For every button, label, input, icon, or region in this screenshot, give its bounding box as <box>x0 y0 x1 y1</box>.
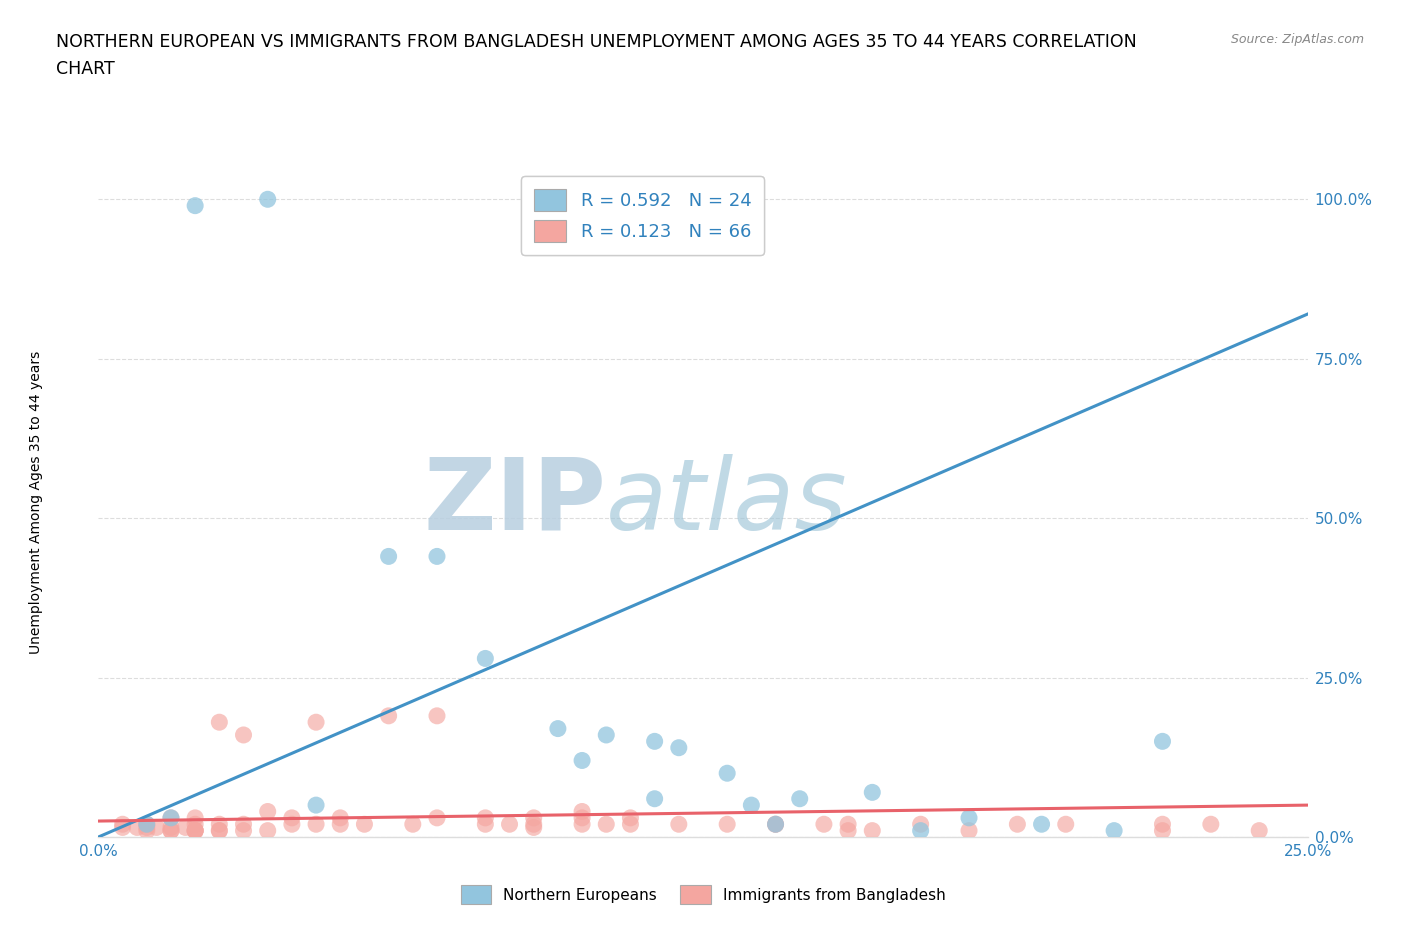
Point <box>571 810 593 825</box>
Point <box>305 798 328 813</box>
Point <box>111 820 134 835</box>
Point <box>1031 817 1053 831</box>
Point <box>1152 823 1174 838</box>
Point <box>184 823 207 838</box>
Point <box>474 651 496 666</box>
Point <box>1102 823 1125 838</box>
Point <box>208 823 231 838</box>
Point <box>571 753 593 768</box>
Point <box>377 709 399 724</box>
Point <box>256 804 278 819</box>
Point <box>281 810 304 825</box>
Point <box>523 810 546 825</box>
Point <box>523 817 546 831</box>
Point <box>860 785 883 800</box>
Point <box>184 823 207 838</box>
Point <box>765 817 787 831</box>
Point <box>716 765 738 780</box>
Point <box>160 810 183 825</box>
Point <box>1152 817 1174 831</box>
Point <box>644 734 666 749</box>
Point <box>329 817 352 831</box>
Point <box>571 817 593 831</box>
Legend: R = 0.592   N = 24, R = 0.123   N = 66: R = 0.592 N = 24, R = 0.123 N = 66 <box>522 177 763 255</box>
Point <box>523 820 546 835</box>
Point <box>232 727 254 742</box>
Point <box>329 810 352 825</box>
Point <box>184 823 207 838</box>
Text: NORTHERN EUROPEAN VS IMMIGRANTS FROM BANGLADESH UNEMPLOYMENT AMONG AGES 35 TO 44: NORTHERN EUROPEAN VS IMMIGRANTS FROM BAN… <box>56 33 1137 50</box>
Point <box>208 715 231 730</box>
Point <box>160 810 183 825</box>
Point <box>813 817 835 831</box>
Point <box>377 549 399 564</box>
Point <box>595 817 617 831</box>
Point <box>765 817 787 831</box>
Point <box>498 817 520 831</box>
Point <box>353 817 375 831</box>
Point <box>135 823 157 838</box>
Point <box>305 817 328 831</box>
Point <box>256 192 278 206</box>
Point <box>668 740 690 755</box>
Point <box>1152 734 1174 749</box>
Point <box>281 817 304 831</box>
Point <box>256 823 278 838</box>
Y-axis label: Unemployment Among Ages 35 to 44 years: Unemployment Among Ages 35 to 44 years <box>30 351 42 654</box>
Point <box>160 823 183 838</box>
Point <box>305 715 328 730</box>
Point <box>426 810 449 825</box>
Point <box>716 817 738 831</box>
Text: CHART: CHART <box>56 60 115 78</box>
Text: ZIP: ZIP <box>423 454 606 551</box>
Point <box>232 817 254 831</box>
Point <box>135 817 157 831</box>
Text: atlas: atlas <box>606 454 848 551</box>
Point <box>184 817 207 831</box>
Point <box>426 549 449 564</box>
Point <box>910 823 932 838</box>
Point <box>184 810 207 825</box>
Point <box>127 820 149 835</box>
Point <box>1054 817 1077 831</box>
Point <box>160 820 183 835</box>
Point <box>135 817 157 831</box>
Point <box>135 820 157 835</box>
Point <box>232 823 254 838</box>
Point <box>184 823 207 838</box>
Point <box>426 709 449 724</box>
Point <box>668 817 690 831</box>
Point <box>1007 817 1029 831</box>
Point <box>208 823 231 838</box>
Point <box>789 791 811 806</box>
Point <box>910 817 932 831</box>
Point <box>402 817 425 831</box>
Point <box>184 198 207 213</box>
Point <box>208 817 231 831</box>
Point <box>571 804 593 819</box>
Point <box>860 823 883 838</box>
Point <box>837 817 859 831</box>
Point <box>160 823 183 838</box>
Point <box>111 817 134 831</box>
Point <box>957 823 980 838</box>
Point <box>547 721 569 736</box>
Point <box>957 810 980 825</box>
Point <box>644 791 666 806</box>
Point <box>740 798 762 813</box>
Point <box>619 810 641 825</box>
Legend: Northern Europeans, Immigrants from Bangladesh: Northern Europeans, Immigrants from Bang… <box>451 876 955 913</box>
Point <box>619 817 641 831</box>
Point <box>765 817 787 831</box>
Point <box>837 823 859 838</box>
Point <box>595 727 617 742</box>
Point <box>1199 817 1222 831</box>
Point <box>145 820 167 835</box>
Point <box>174 820 197 835</box>
Point <box>1249 823 1271 838</box>
Point <box>474 810 496 825</box>
Point <box>474 817 496 831</box>
Text: Source: ZipAtlas.com: Source: ZipAtlas.com <box>1230 33 1364 46</box>
